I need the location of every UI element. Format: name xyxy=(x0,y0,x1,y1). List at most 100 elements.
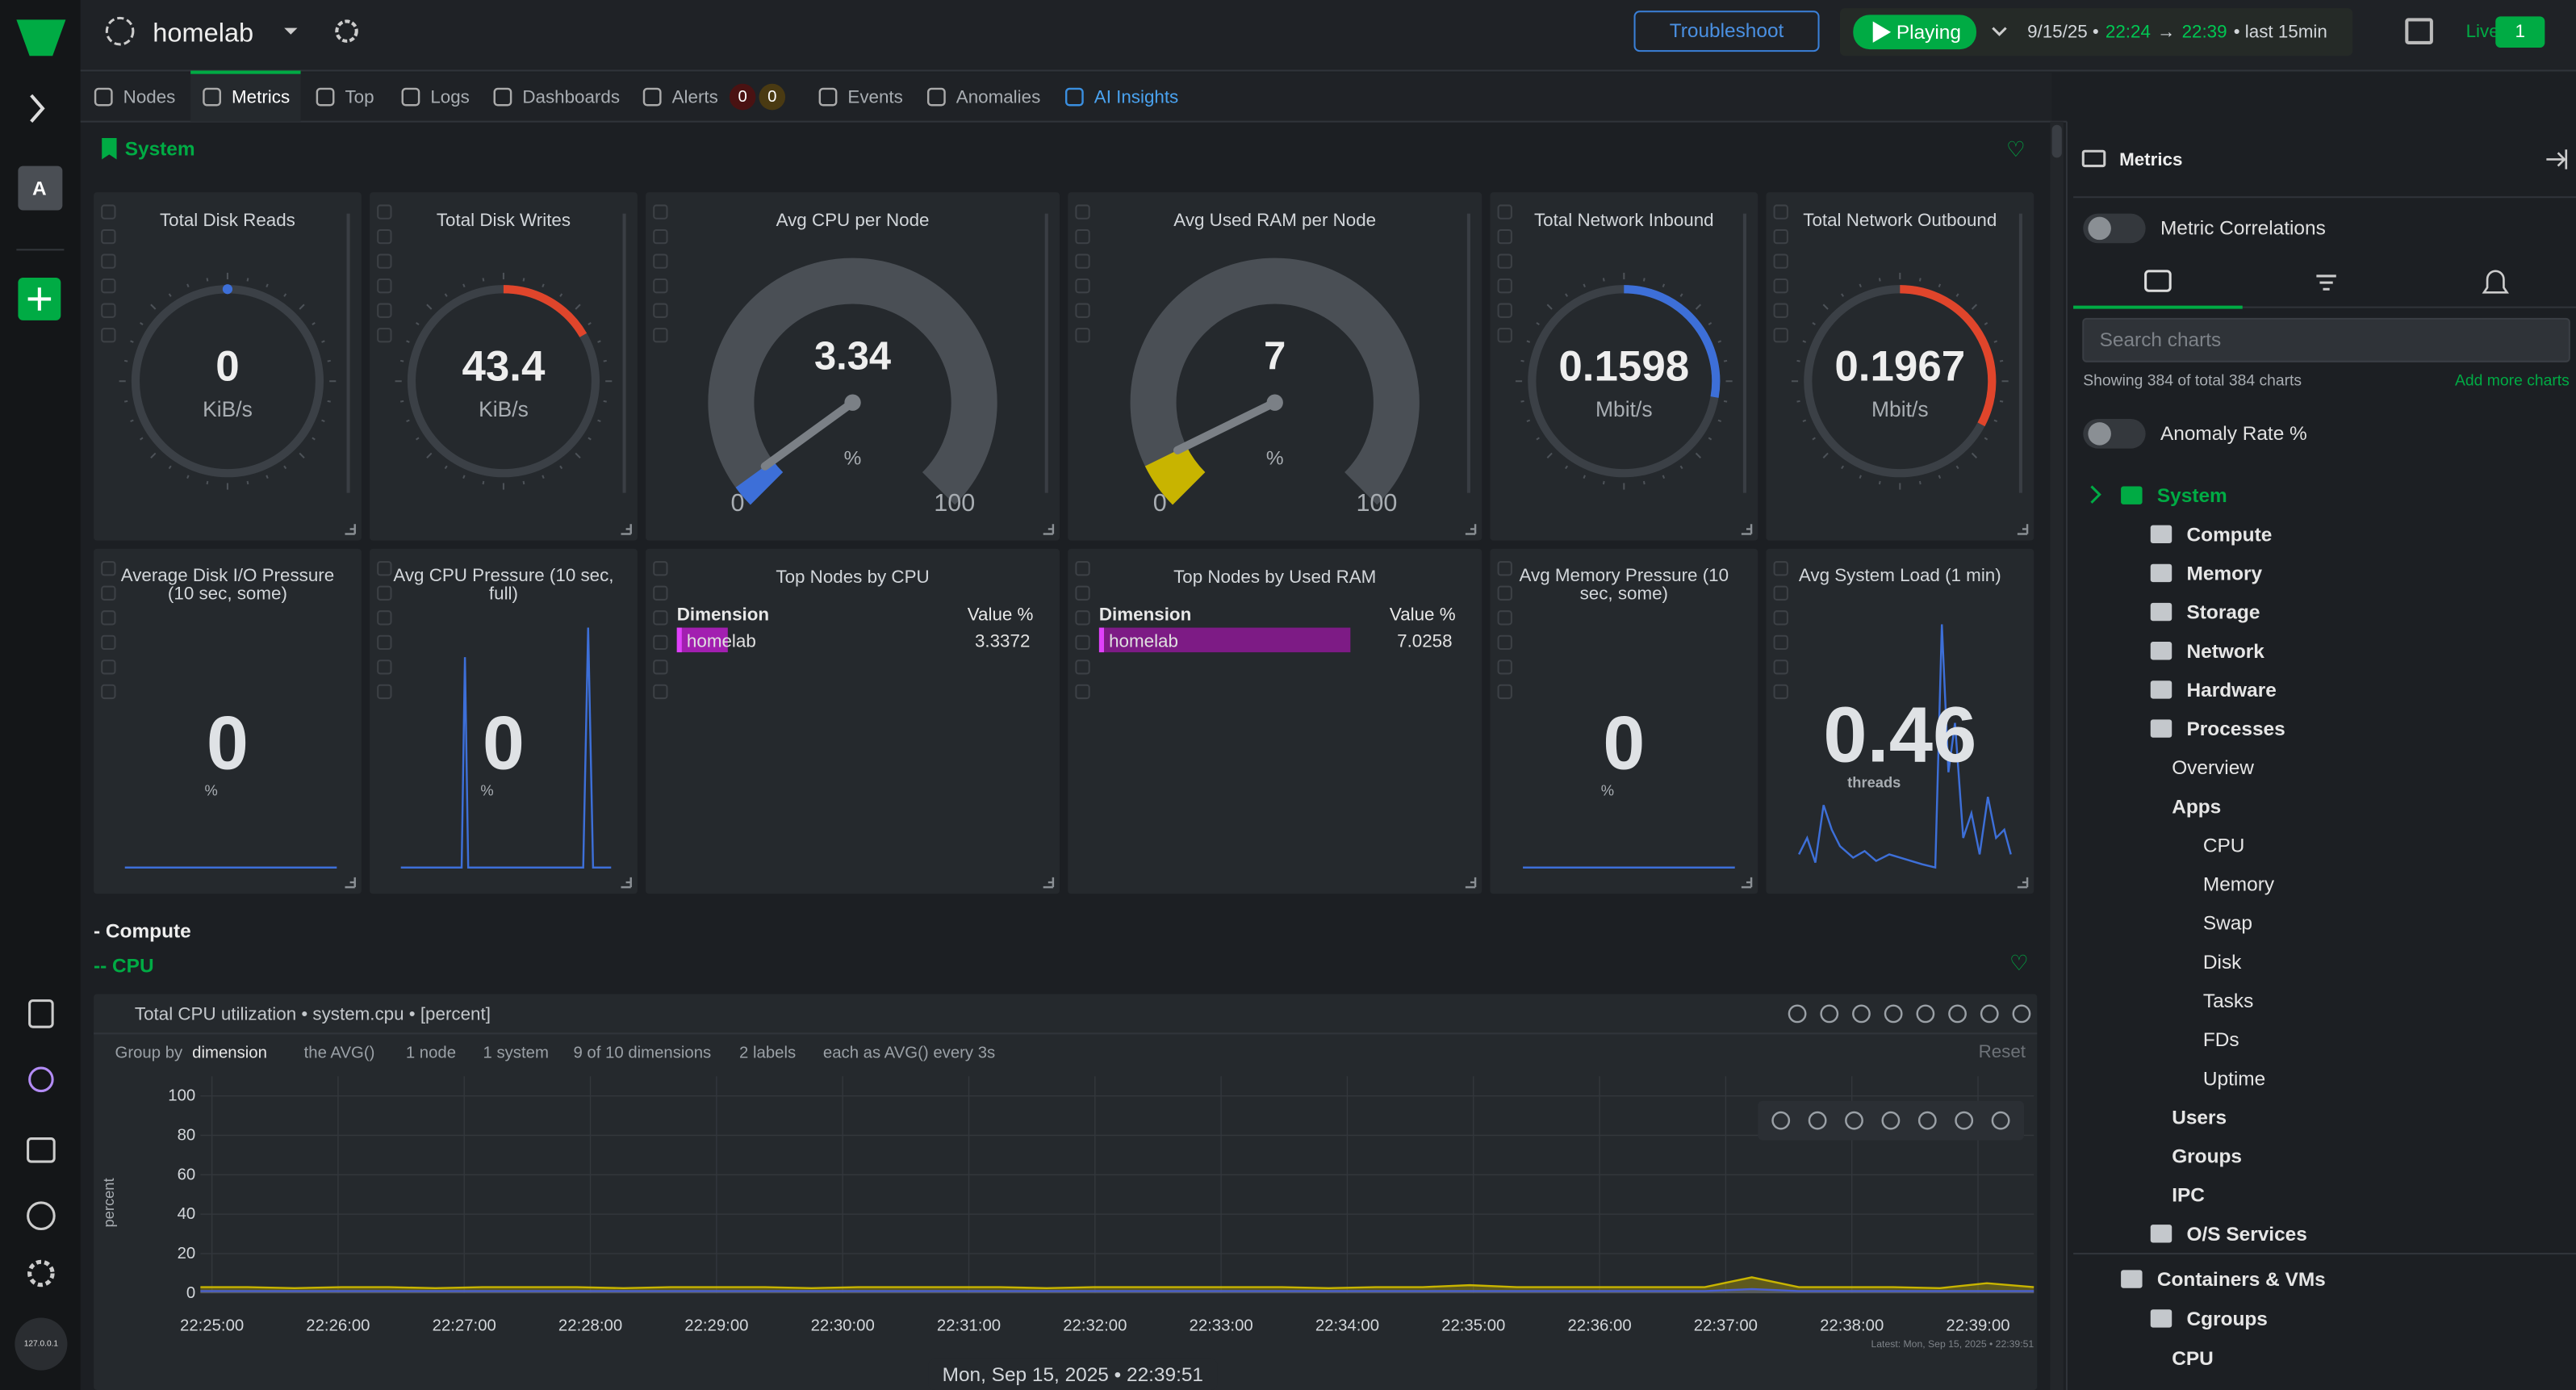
panel-tool[interactable] xyxy=(653,303,668,318)
resize-handle[interactable] xyxy=(1043,877,1055,889)
panel-tool[interactable] xyxy=(653,684,668,700)
reset-button[interactable]: Reset xyxy=(1979,1041,2026,1061)
panel-tool[interactable] xyxy=(653,228,668,245)
resize-handle[interactable] xyxy=(621,877,632,889)
collapse-icon[interactable] xyxy=(2546,149,2568,170)
tree-item[interactable]: Tasks xyxy=(2203,990,2253,1012)
nodes-icon[interactable] xyxy=(28,999,54,1028)
alert-badge[interactable] xyxy=(729,83,756,111)
panel-tool[interactable] xyxy=(101,328,116,343)
panel-tool[interactable] xyxy=(1075,610,1090,626)
chart-tool[interactable] xyxy=(1771,1111,1791,1130)
chart-control[interactable]: the AVG() xyxy=(304,1045,375,1062)
panel-tool[interactable] xyxy=(1497,561,1512,576)
panel-tool[interactable] xyxy=(1497,204,1512,220)
troubleshoot-label[interactable]: Troubleshoot xyxy=(1670,20,1784,42)
chart-control[interactable]: dimension xyxy=(192,1045,267,1062)
search-input[interactable] xyxy=(2082,317,2570,362)
chart-tool[interactable] xyxy=(1852,1004,1871,1024)
resize-handle[interactable] xyxy=(1465,877,1477,889)
panel-tool[interactable] xyxy=(377,228,392,245)
panel-tool[interactable] xyxy=(1497,684,1512,700)
panel-tool[interactable] xyxy=(653,610,668,626)
panel-tool[interactable] xyxy=(1497,610,1512,626)
chart-tool[interactable] xyxy=(1820,1004,1839,1024)
panel-tool[interactable] xyxy=(1497,278,1512,294)
chart-tool[interactable] xyxy=(1948,1004,1967,1024)
panel-tool[interactable] xyxy=(377,303,392,318)
chart-tool[interactable] xyxy=(1788,1004,1807,1024)
tree-item[interactable]: Memory xyxy=(2187,563,2263,584)
tree-item[interactable]: Groups xyxy=(2172,1146,2242,1168)
tree-item[interactable]: Compute xyxy=(2187,524,2273,546)
panel-tool[interactable] xyxy=(377,610,392,626)
tree-item[interactable]: Swap xyxy=(2203,913,2252,935)
panel-tool[interactable] xyxy=(1773,303,1788,318)
panel-tool[interactable] xyxy=(1497,585,1512,601)
panel-tool[interactable] xyxy=(1497,328,1512,343)
resize-handle[interactable] xyxy=(1043,524,1055,535)
chart-tool[interactable] xyxy=(1881,1111,1901,1130)
add-charts-link[interactable]: Add more charts xyxy=(2455,373,2570,390)
tree-item[interactable]: Uptime xyxy=(2203,1068,2265,1090)
chart-tool[interactable] xyxy=(1884,1004,1903,1024)
charts-tab[interactable] xyxy=(2144,270,2172,292)
resize-handle[interactable] xyxy=(1465,524,1477,535)
chart-tool[interactable] xyxy=(1808,1111,1827,1130)
resize-handle[interactable] xyxy=(345,877,356,889)
panel-tool[interactable] xyxy=(1075,204,1090,220)
tree-item[interactable]: CPU xyxy=(2203,835,2245,856)
tree-item[interactable]: Cgroups xyxy=(2187,1308,2268,1330)
tree-item[interactable]: Memory xyxy=(2203,874,2275,896)
tree-item[interactable]: Network xyxy=(2187,641,2265,663)
panel-tool[interactable] xyxy=(1497,253,1512,269)
panel-tool[interactable] xyxy=(653,204,668,220)
chart-tool[interactable] xyxy=(2012,1004,2031,1024)
panel-tool[interactable] xyxy=(1773,634,1788,651)
layout-icon[interactable] xyxy=(2405,18,2433,44)
panel-tool[interactable] xyxy=(1773,253,1788,269)
tree-item[interactable]: Users xyxy=(2172,1107,2227,1128)
help-icon[interactable] xyxy=(27,1201,56,1231)
tree-caret[interactable] xyxy=(2090,485,2101,504)
panel-tool[interactable] xyxy=(1773,328,1788,343)
panel-tool[interactable] xyxy=(653,253,668,269)
panel-tool[interactable] xyxy=(1497,659,1512,675)
tree-item[interactable]: Hardware xyxy=(2187,680,2277,701)
panel-tool[interactable] xyxy=(1075,278,1090,294)
panel-tool[interactable] xyxy=(1497,228,1512,245)
chart-control[interactable]: 1 node xyxy=(406,1045,456,1062)
time-range[interactable]: 9/15/25 • 22:24 → 22:39 • last 15min xyxy=(2027,21,2327,41)
caret[interactable] xyxy=(284,27,298,35)
panel-tool[interactable] xyxy=(1773,684,1788,700)
panel-tool[interactable] xyxy=(377,204,392,220)
expand-icon[interactable] xyxy=(30,94,45,123)
tree-item[interactable]: Processes xyxy=(2187,718,2285,740)
tree-item[interactable]: CPU xyxy=(2172,1348,2214,1370)
panel-tool[interactable] xyxy=(1075,228,1090,245)
panel-tool[interactable] xyxy=(1773,278,1788,294)
panel-tool[interactable] xyxy=(1075,585,1090,601)
tab[interactable]: Top xyxy=(345,87,374,107)
troubleshoot-button[interactable] xyxy=(1633,10,1820,52)
scroll-thumb[interactable] xyxy=(2051,124,2062,158)
panel-tool[interactable] xyxy=(653,561,668,576)
panel-tool[interactable] xyxy=(1075,634,1090,651)
panel-tool[interactable] xyxy=(377,561,392,576)
resize-handle[interactable] xyxy=(2017,524,2029,535)
heart-icon[interactable]: ♡ xyxy=(2009,951,2029,975)
tab[interactable]: Alerts xyxy=(672,87,718,107)
user-avatar[interactable] xyxy=(15,1317,68,1371)
chart-tool[interactable] xyxy=(1955,1111,1974,1130)
panel-tool[interactable] xyxy=(101,585,116,601)
panel-tool[interactable] xyxy=(101,610,116,626)
live-badge[interactable] xyxy=(2495,16,2545,48)
tree-item[interactable]: IPC xyxy=(2172,1185,2205,1207)
tab[interactable]: Events xyxy=(847,87,902,107)
resize-handle[interactable] xyxy=(1741,877,1753,889)
panel-tool[interactable] xyxy=(1497,303,1512,318)
panel-tool[interactable] xyxy=(1773,228,1788,245)
tab[interactable]: Nodes xyxy=(123,87,176,107)
panel-tool[interactable] xyxy=(101,303,116,318)
chart-control[interactable]: each as AVG() every 3s xyxy=(823,1045,995,1062)
